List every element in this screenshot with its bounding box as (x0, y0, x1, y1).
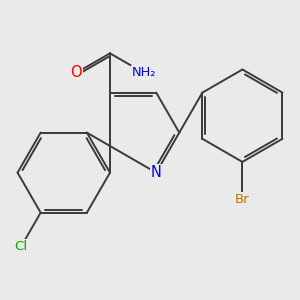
Text: N: N (151, 165, 162, 180)
Text: O: O (70, 65, 82, 80)
Text: Cl: Cl (14, 240, 28, 253)
Text: NH₂: NH₂ (132, 67, 156, 80)
Text: Br: Br (235, 193, 250, 206)
